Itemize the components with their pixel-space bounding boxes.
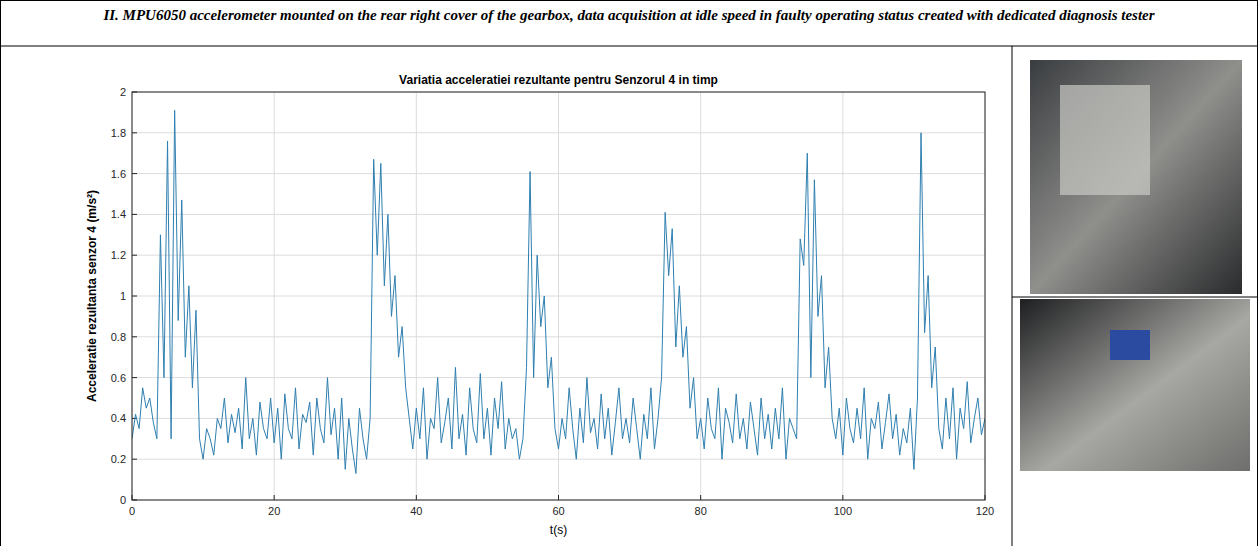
data-line — [132, 110, 985, 473]
grid-line — [132, 173, 985, 174]
tick-label: 0.4 — [111, 412, 126, 424]
plot-background — [132, 92, 985, 500]
tick-label: 1.4 — [111, 208, 126, 220]
tick-mark — [274, 495, 275, 500]
grid-line — [132, 336, 985, 337]
grid-line — [132, 459, 985, 460]
grid-line — [132, 377, 985, 378]
photo-detail — [1110, 330, 1150, 360]
tick-label: 0.6 — [111, 372, 126, 384]
table-line — [0, 46, 1258, 47]
tick-label: 60 — [552, 505, 564, 517]
tick-label: 1 — [120, 290, 126, 302]
tick-mark — [132, 173, 137, 174]
x-axis-title: t(s) — [550, 523, 567, 537]
grid-line — [132, 132, 985, 133]
grid-line — [132, 214, 985, 215]
tick-mark — [132, 132, 137, 133]
grid — [132, 92, 985, 500]
series-group — [132, 110, 985, 473]
axes-box — [132, 92, 985, 500]
tick-label: 80 — [695, 505, 707, 517]
tick-mark — [842, 495, 843, 500]
tick-label: 0 — [120, 494, 126, 506]
grid-line — [132, 255, 985, 256]
figure: 0 20 40 60 80 100 120 0 0.2 0.4 0.6 0.8 1 1.2 1.4 1.6 1.… — [0, 0, 1258, 546]
tick-mark — [132, 459, 137, 460]
tick-label: 1.8 — [111, 127, 126, 139]
tick-label: 120 — [976, 505, 994, 517]
tick-mark — [132, 255, 137, 256]
table-line — [1012, 297, 1258, 298]
chart-title: Variatia acceleratiei rezultante pentru … — [399, 73, 718, 87]
tick-mark — [132, 377, 137, 378]
tick-mark — [132, 214, 137, 215]
grid-line — [132, 418, 985, 419]
photo — [1020, 299, 1250, 471]
tick-label: 1.6 — [111, 168, 126, 180]
tick-label: 40 — [410, 505, 422, 517]
photo — [1030, 60, 1242, 294]
grid-line — [132, 296, 985, 297]
tick-mark — [416, 495, 417, 500]
tick-label: 0.8 — [111, 331, 126, 343]
tick-label: 100 — [834, 505, 852, 517]
table-line — [0, 0, 1258, 1]
tick-mark — [132, 336, 137, 337]
caption: II. MPU6050 accelerometer mounted on the… — [60, 6, 1198, 24]
tick-mark — [132, 296, 137, 297]
tick-mark — [558, 495, 559, 500]
y-axis-title: Acceleratie rezultanta senzor 4 (m/s²) — [85, 190, 99, 402]
table-frame — [0, 0, 1258, 546]
tick-label: 0.2 — [111, 453, 126, 465]
table-line — [0, 0, 1, 546]
tick-label: 0 — [129, 505, 135, 517]
table-line — [1012, 46, 1013, 546]
tick-label: 1.2 — [111, 249, 126, 261]
table-line — [1257, 0, 1258, 546]
tick-mark — [700, 495, 701, 500]
tick-label: 20 — [268, 505, 280, 517]
ticks: 0 20 40 60 80 100 120 0 0.2 0.4 0.6 0.8 1 1.2 1.4 1.6 1.… — [111, 86, 994, 517]
photo-detail — [1060, 85, 1150, 195]
tick-label: 2 — [120, 86, 126, 98]
